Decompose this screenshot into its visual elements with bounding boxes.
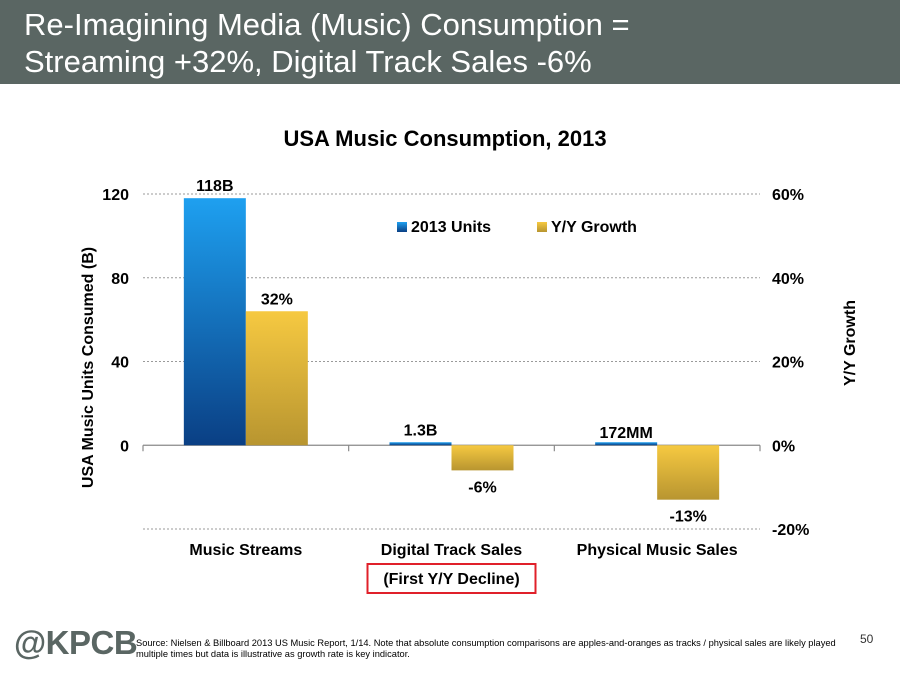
x-category-label: Music Streams bbox=[189, 542, 302, 559]
bar-growth bbox=[657, 445, 720, 500]
legend-swatch-growth bbox=[537, 222, 547, 232]
kpcb-logo: @KPCB bbox=[14, 624, 138, 661]
slide-title-line-1: Re-Imagining Media (Music) Consumption = bbox=[24, 7, 630, 42]
x-category-label: Physical Music Sales bbox=[577, 542, 738, 559]
slide-title-bar: Re-Imagining Media (Music) Consumption =… bbox=[0, 0, 900, 84]
slide-title: Re-Imagining Media (Music) Consumption =… bbox=[24, 6, 884, 80]
source-note: Source: Nielsen & Billboard 2013 US Musi… bbox=[136, 638, 836, 659]
bar-value-label: 1.3B bbox=[404, 423, 438, 440]
y2-tick-label: 40% bbox=[772, 271, 804, 288]
bar-value-label: 172MM bbox=[599, 425, 652, 442]
bar-value-label: 118B bbox=[196, 178, 233, 195]
page-number: 50 bbox=[860, 632, 874, 646]
legend-label: 2013 Units bbox=[411, 219, 491, 236]
bar-units bbox=[389, 442, 452, 446]
first-decline-note: (First Y/Y Decline) bbox=[383, 571, 519, 588]
y2-tick-label: 0% bbox=[772, 438, 795, 455]
chart-title: USA Music Consumption, 2013 bbox=[283, 126, 606, 151]
y2-tick-label: 20% bbox=[772, 355, 804, 372]
y-tick-label: 120 bbox=[102, 187, 129, 204]
y2-tick-label: 60% bbox=[772, 187, 804, 204]
x-category-label: Digital Track Sales bbox=[381, 542, 523, 559]
bar-units bbox=[183, 198, 246, 446]
slide-title-line-2: Streaming +32%, Digital Track Sales -6% bbox=[24, 44, 592, 79]
y2-tick-label: -20% bbox=[772, 522, 809, 539]
first-decline-highlight-box bbox=[366, 563, 537, 594]
legend-label: Y/Y Growth bbox=[551, 219, 637, 236]
bar-units bbox=[595, 442, 658, 446]
y-tick-label: 40 bbox=[111, 355, 129, 372]
bar-value-label: -6% bbox=[468, 479, 496, 496]
bar-growth bbox=[245, 311, 308, 446]
bar-value-label: 32% bbox=[261, 291, 293, 308]
bar-value-label: -13% bbox=[669, 509, 706, 526]
bar-growth bbox=[451, 445, 514, 471]
y2-axis-title: Y/Y Growth bbox=[842, 300, 859, 386]
y-tick-label: 0 bbox=[120, 438, 129, 455]
legend-swatch-units bbox=[397, 222, 407, 232]
y-tick-label: 80 bbox=[111, 271, 129, 288]
y-axis-title: USA Music Units Consumed (B) bbox=[80, 247, 97, 488]
